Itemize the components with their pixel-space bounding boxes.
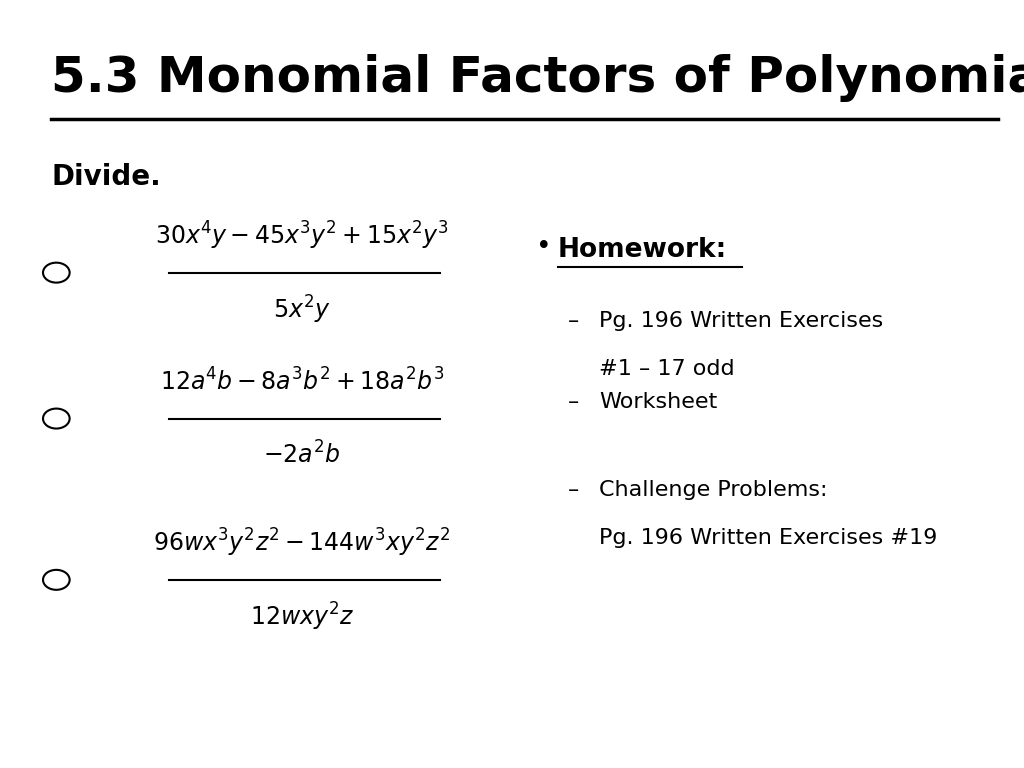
Text: $12wxy^{2}z$: $12wxy^{2}z$ [250, 601, 354, 633]
Text: –: – [568, 311, 580, 331]
Text: Worksheet: Worksheet [599, 392, 717, 412]
Text: –: – [568, 480, 580, 500]
Text: $5x^{2}y$: $5x^{2}y$ [273, 293, 331, 326]
Text: –: – [568, 392, 580, 412]
Text: $-2a^{2}b$: $-2a^{2}b$ [263, 442, 341, 469]
Text: Pg. 196 Written Exercises: Pg. 196 Written Exercises [599, 311, 884, 331]
Text: $30x^{4}y-45x^{3}y^{2}+15x^{2}y^{3}$: $30x^{4}y-45x^{3}y^{2}+15x^{2}y^{3}$ [156, 220, 449, 252]
Text: •: • [536, 234, 551, 260]
Text: Homework:: Homework: [558, 237, 727, 263]
Text: Divide.: Divide. [51, 163, 161, 190]
Text: $96wx^{3}y^{2}z^{2}-144w^{3}xy^{2}z^{2}$: $96wx^{3}y^{2}z^{2}-144w^{3}xy^{2}z^{2}$ [154, 527, 451, 559]
Text: Challenge Problems:: Challenge Problems: [599, 480, 827, 500]
Text: #1 – 17 odd: #1 – 17 odd [599, 359, 734, 379]
Text: 5.3 Monomial Factors of Polynomials: 5.3 Monomial Factors of Polynomials [51, 54, 1024, 102]
Text: $12a^{4}b-8a^{3}b^{2}+18a^{2}b^{3}$: $12a^{4}b-8a^{3}b^{2}+18a^{2}b^{3}$ [160, 368, 444, 396]
Text: Pg. 196 Written Exercises #19: Pg. 196 Written Exercises #19 [599, 528, 937, 548]
